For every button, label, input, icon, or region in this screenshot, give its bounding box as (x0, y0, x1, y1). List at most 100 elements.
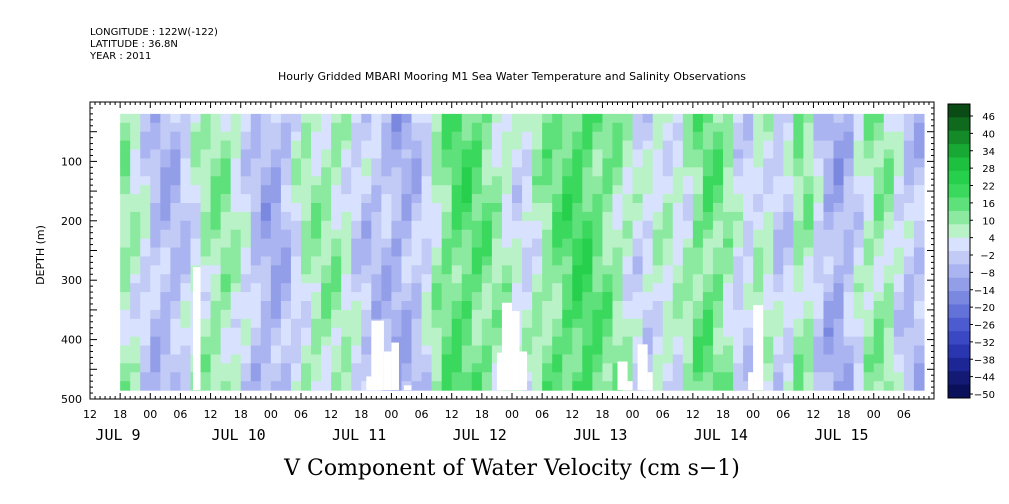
heatmap-cell (823, 372, 835, 382)
heatmap-cell (602, 381, 614, 391)
heatmap-cell (200, 345, 212, 356)
heatmap-cell (803, 372, 815, 382)
heatmap-cell (913, 363, 925, 373)
heatmap-cell (753, 194, 764, 204)
heatmap-cell (783, 274, 794, 284)
heatmap-cell (793, 345, 804, 356)
heatmap-cell (612, 309, 624, 320)
heatmap-cell (733, 229, 744, 240)
x-tick-label: 06 (294, 408, 308, 421)
heatmap-cell (301, 381, 312, 391)
heatmap-cell (622, 202, 634, 213)
heatmap-cell (682, 265, 694, 275)
colorbar-swatch (948, 264, 970, 279)
heatmap-cell (682, 185, 694, 195)
heatmap-cell (632, 220, 644, 231)
colorbar-swatch (948, 357, 970, 372)
heatmap-cell (170, 354, 182, 364)
heatmap-cell (773, 176, 784, 186)
heatmap-cell (481, 354, 493, 364)
heatmap-cell (763, 176, 774, 186)
heatmap-cell (753, 158, 764, 168)
heatmap-cell (883, 220, 895, 231)
heatmap-cell (733, 131, 744, 142)
heatmap-cell (873, 113, 885, 124)
heatmap-cell (220, 202, 232, 213)
heatmap-cell (612, 229, 624, 240)
heatmap-cell (552, 229, 563, 240)
heatmap-cell (542, 194, 553, 204)
heatmap-cell (190, 238, 202, 249)
heatmap-cell (170, 149, 182, 160)
heatmap-cell (180, 336, 192, 347)
heatmap-cell (833, 283, 845, 293)
heatmap-cell (712, 131, 724, 142)
heatmap-cell (562, 149, 573, 160)
heatmap-cell (491, 149, 503, 160)
heatmap-cell (311, 167, 322, 177)
heatmap-cell (230, 292, 242, 302)
heatmap-cell (913, 309, 925, 320)
heatmap-cell (913, 113, 925, 124)
heatmap-cell (873, 202, 885, 213)
heatmap-cell (381, 211, 393, 222)
heatmap-cell (290, 140, 302, 151)
heatmap-cell (461, 256, 473, 266)
heatmap-cell (321, 158, 332, 168)
heatmap-cell (672, 158, 684, 168)
heatmap-cell (672, 185, 684, 195)
heatmap-cell (290, 381, 302, 391)
heatmap-cell (461, 318, 473, 329)
heatmap-cell (210, 318, 222, 329)
heatmap-cell (622, 292, 634, 302)
heatmap-cell (592, 140, 604, 151)
heatmap-cell (552, 345, 563, 356)
heatmap-cell (471, 265, 483, 275)
heatmap-cell (401, 158, 413, 168)
heatmap-cell (491, 113, 503, 124)
heatmap-cell (783, 185, 794, 195)
heatmap-cell (451, 274, 463, 284)
heatmap-cell (431, 354, 443, 364)
heatmap-cell (853, 256, 865, 266)
heatmap-cell (542, 336, 553, 347)
heatmap-cell (491, 229, 503, 240)
heatmap-cell (873, 372, 885, 382)
heatmap-cell (150, 247, 161, 258)
heatmap-cell (532, 140, 543, 151)
heatmap-cell (702, 158, 714, 168)
heatmap-cell (150, 256, 161, 266)
heatmap-cell (682, 149, 694, 160)
heatmap-cell (712, 336, 724, 347)
heatmap-cell (200, 131, 212, 142)
heatmap-cell (290, 354, 302, 364)
heatmap-cell (592, 220, 604, 231)
heatmap-cell (441, 131, 453, 142)
heatmap-cell (863, 131, 875, 142)
heatmap-cell (903, 300, 915, 311)
heatmap-cell (150, 194, 161, 204)
heatmap-cell (763, 202, 774, 213)
heatmap-cell (702, 354, 714, 364)
heatmap-cell (190, 194, 202, 204)
heatmap-cell (351, 220, 362, 231)
heatmap-cell (632, 300, 644, 311)
heatmap-cell (672, 363, 684, 373)
heatmap-cell (260, 220, 272, 231)
heatmap-cell (652, 220, 664, 231)
heatmap-cell (853, 345, 865, 356)
heatmap-cell (913, 336, 925, 347)
heatmap-cell (381, 167, 393, 177)
heatmap-cell (391, 283, 403, 293)
heatmap-cell (572, 194, 583, 204)
heatmap-cell (441, 265, 453, 275)
heatmap-cell (672, 354, 684, 364)
heatmap-cell (431, 309, 443, 320)
heatmap-cell (230, 185, 242, 195)
heatmap-cell (753, 220, 764, 231)
heatmap-cell (220, 113, 232, 124)
heatmap-cell (672, 292, 684, 302)
heatmap-cell (411, 345, 423, 356)
heatmap-cell (180, 140, 192, 151)
heatmap-cell (140, 176, 151, 186)
